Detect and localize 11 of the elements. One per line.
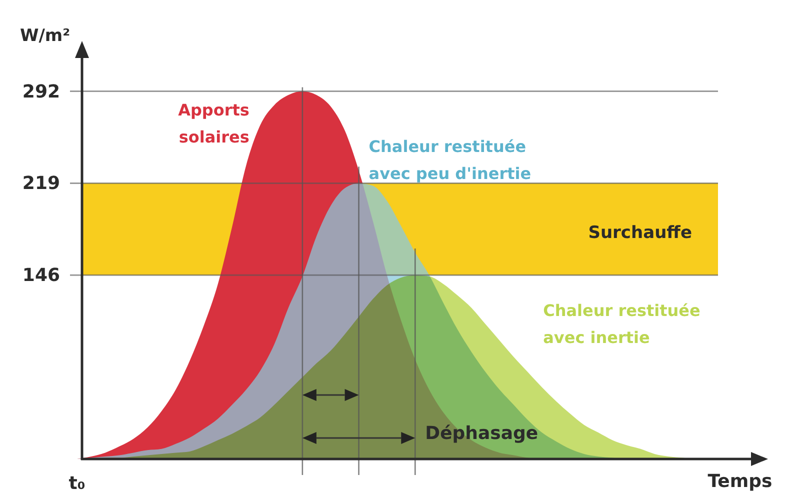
annotation: Déphasage	[425, 422, 538, 444]
x-tick-label: t₀	[68, 472, 86, 494]
series-label: Chaleur restituée avec inertie	[543, 300, 701, 347]
x-axis-title: Temps	[708, 470, 772, 492]
series-label: Apports solaires	[178, 100, 250, 146]
y-tick-label: 146	[22, 264, 60, 286]
band-label: Surchauffe	[588, 223, 692, 244]
y-tick-label: 292	[22, 80, 60, 102]
series-label: Chaleur restituée avec peu d'inertie	[368, 136, 532, 183]
y-tick-label: 219	[22, 172, 60, 194]
y-axis-title: W/m²	[20, 26, 70, 46]
